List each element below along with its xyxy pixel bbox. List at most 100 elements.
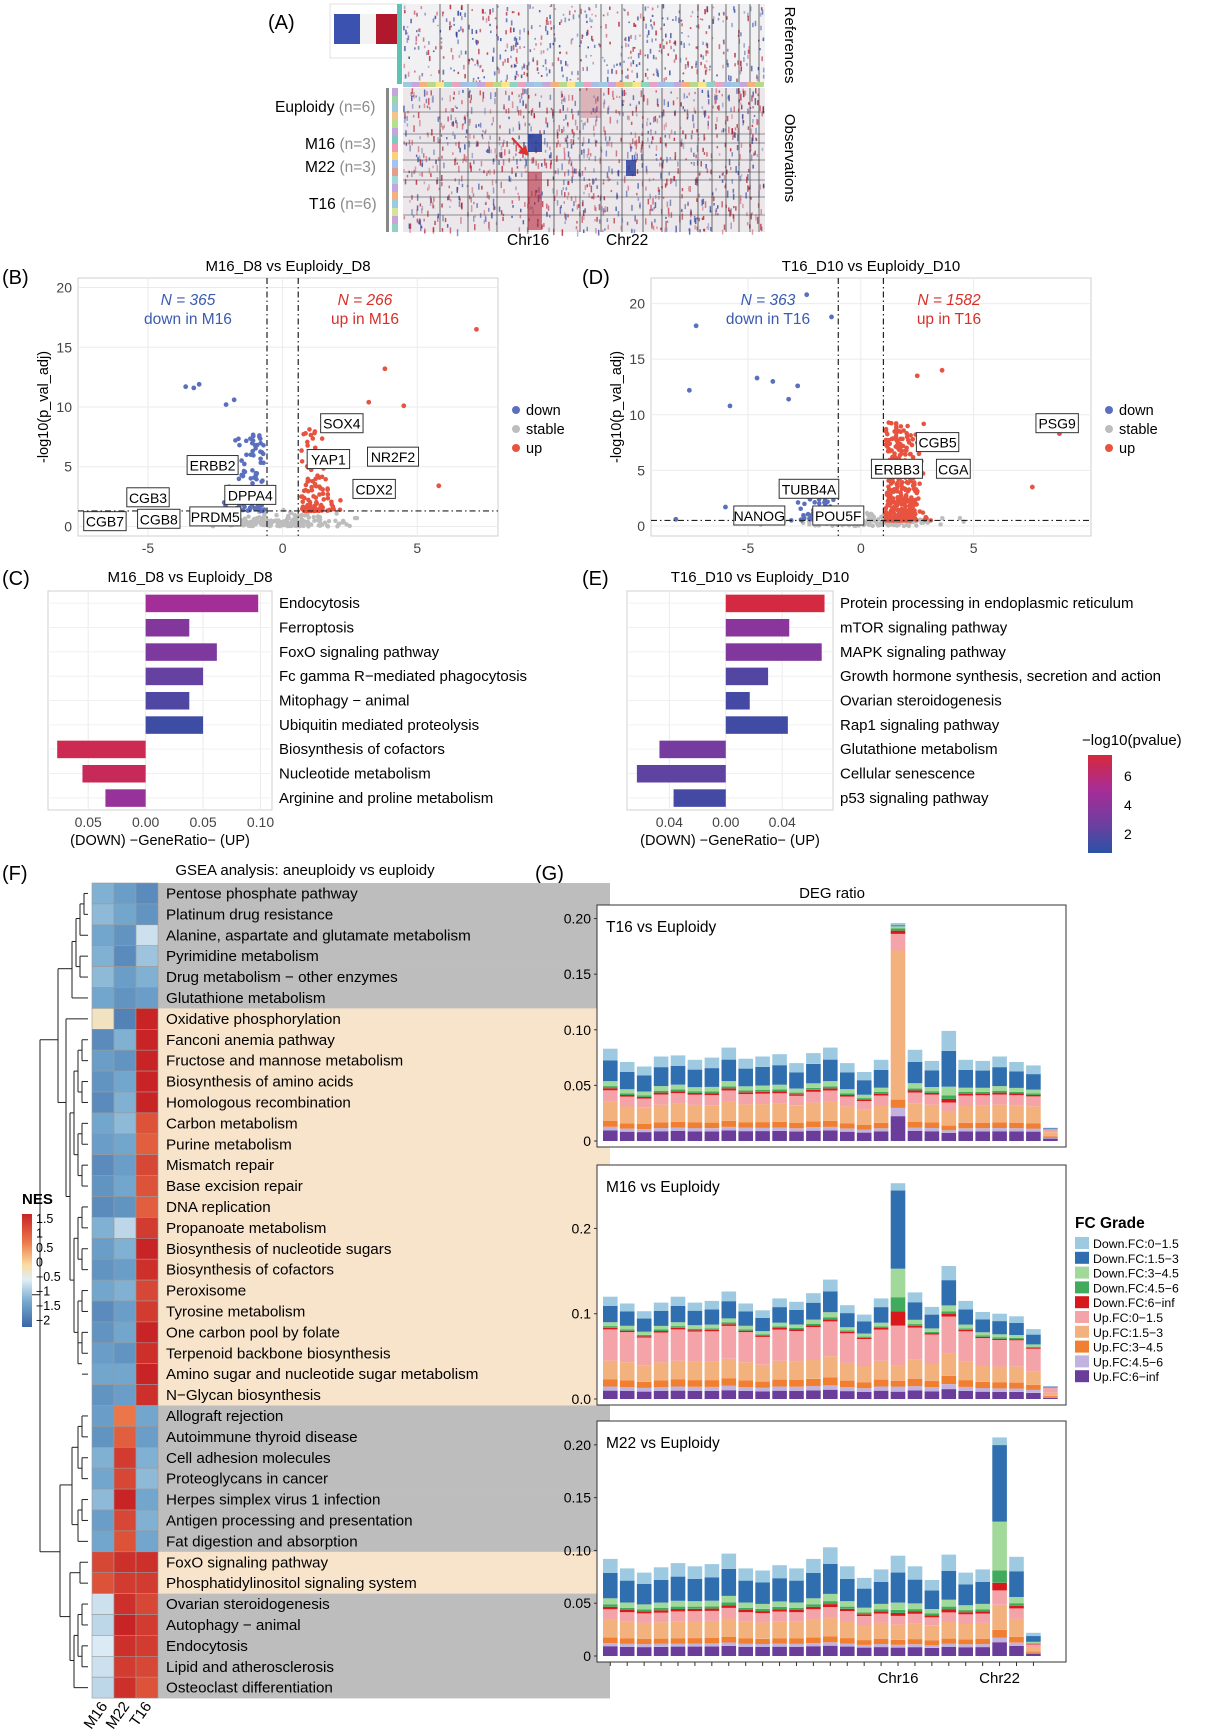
stacked-segment [823, 1312, 838, 1318]
stacked-segment [856, 1129, 872, 1133]
stacked-segment [721, 1301, 737, 1319]
stacked-segment [603, 1322, 618, 1327]
stacked-segment [755, 1131, 770, 1141]
stacked-segment [687, 1638, 703, 1644]
stacked-segment [907, 1609, 923, 1612]
stable-point [269, 520, 275, 525]
stacked-segment [636, 1609, 652, 1612]
stacked-segment [840, 1096, 855, 1107]
down-count-label: N = 363 [741, 292, 796, 309]
down-point [250, 432, 256, 438]
panel-label-e: (E) [582, 568, 609, 590]
stacked-segment [1009, 1087, 1024, 1092]
stacked-segment [856, 1624, 872, 1640]
stacked-segment [924, 1580, 940, 1591]
row-background [158, 1029, 610, 1051]
stacked-segment [1009, 1122, 1024, 1129]
stacked-segment [958, 1572, 973, 1585]
stacked-segment [670, 1646, 686, 1656]
heatmap-cell [91, 1133, 115, 1156]
stacked-segment [873, 1647, 889, 1656]
stacked-segment [992, 1122, 1007, 1128]
heatmap-cell [113, 1488, 137, 1511]
down-point [693, 323, 699, 329]
stacked-segment [603, 1646, 618, 1656]
gene-label-box [367, 446, 419, 467]
heatmap-cell [113, 1238, 137, 1260]
gene-label-box [320, 413, 364, 434]
stacked-segment [789, 1612, 804, 1622]
stacked-segment [1026, 1094, 1041, 1097]
stacked-segment [890, 1647, 906, 1656]
stacked-segment [907, 1325, 923, 1328]
stacked-segment [721, 1390, 737, 1399]
up-point [893, 428, 898, 433]
stacked-segment [958, 1122, 973, 1129]
stacked-segment [687, 1601, 703, 1607]
stacked-segment [619, 1330, 635, 1333]
pathway-label: Mismatch repair [166, 1157, 274, 1174]
stacked-segment [823, 1377, 838, 1386]
pathway-label: Terpenoid backbone biosynthesis [166, 1345, 391, 1362]
stacked-segment [975, 1332, 990, 1336]
stacked-segment [603, 1130, 618, 1141]
stacked-segment [603, 1126, 618, 1131]
stacked-segment [603, 1090, 618, 1102]
stacked-segment [1043, 1128, 1058, 1130]
stacked-segment [721, 1101, 737, 1121]
colorbar-tick: 4 [1124, 797, 1132, 813]
row-background [158, 1175, 610, 1197]
heatmap-cell [113, 1467, 137, 1490]
down-point [259, 479, 264, 484]
pathway-label: Oxidative phosphorylation [166, 1011, 341, 1028]
stacked-segment [958, 1095, 973, 1106]
stacked-segment [738, 1638, 753, 1644]
heatmap-cell [113, 966, 137, 988]
stacked-segment [890, 1609, 906, 1613]
stacked-segment [958, 1380, 973, 1387]
stable-point [334, 511, 339, 516]
stacked-segment [670, 1576, 686, 1601]
stacked-segment [823, 1321, 838, 1357]
stacked-segment [687, 1611, 703, 1621]
stacked-segment [704, 1638, 720, 1644]
stacked-segment [603, 1606, 618, 1610]
pathway-label: Fc gamma R−mediated phagocytosis [279, 668, 527, 685]
row-background [158, 1677, 610, 1699]
legend-dot-down [512, 406, 520, 414]
stacked-segment [636, 1584, 652, 1605]
stacked-segment [1009, 1388, 1024, 1392]
stacked-segment [687, 1380, 703, 1387]
up-label: up in M16 [331, 311, 399, 328]
pathway-label: Allograft rejection [166, 1408, 283, 1425]
pathway-label: Autoimmune thyroid disease [166, 1429, 358, 1446]
down-point [236, 436, 241, 442]
stacked-segment [619, 1621, 635, 1639]
stacked-segment [738, 1127, 753, 1132]
facet-label: M22 vs Euploidy [606, 1435, 720, 1452]
stacked-segment [975, 1070, 990, 1088]
stacked-segment [636, 1337, 652, 1366]
stacked-segment [823, 1389, 838, 1399]
up-count-label: N = 1582 [917, 292, 981, 309]
stacked-segment [704, 1361, 720, 1381]
y-tick-label: 0.10 [564, 1022, 591, 1038]
heatmap-cell [135, 1572, 159, 1594]
up-point [325, 486, 330, 491]
heatmap-cell [113, 1635, 137, 1657]
heatmap-cell [91, 1509, 115, 1532]
stable-point [274, 513, 279, 518]
stacked-segment [619, 1612, 635, 1622]
stacked-segment [806, 1642, 821, 1647]
pathway-label: Herpes simplex virus 1 infection [166, 1492, 380, 1509]
stacked-segment [924, 1091, 940, 1093]
stacked-segment [806, 1319, 821, 1324]
pathway-label: Lipid and atherosclerosis [166, 1659, 334, 1676]
pathway-label: Purine metabolism [166, 1136, 292, 1153]
stacked-segment [856, 1337, 872, 1339]
stacked-segment [1009, 1642, 1024, 1646]
stacked-segment [772, 1329, 787, 1361]
stacked-segment [653, 1380, 669, 1387]
heatmap-cell [135, 924, 159, 946]
heatmap-cell [113, 1175, 137, 1197]
